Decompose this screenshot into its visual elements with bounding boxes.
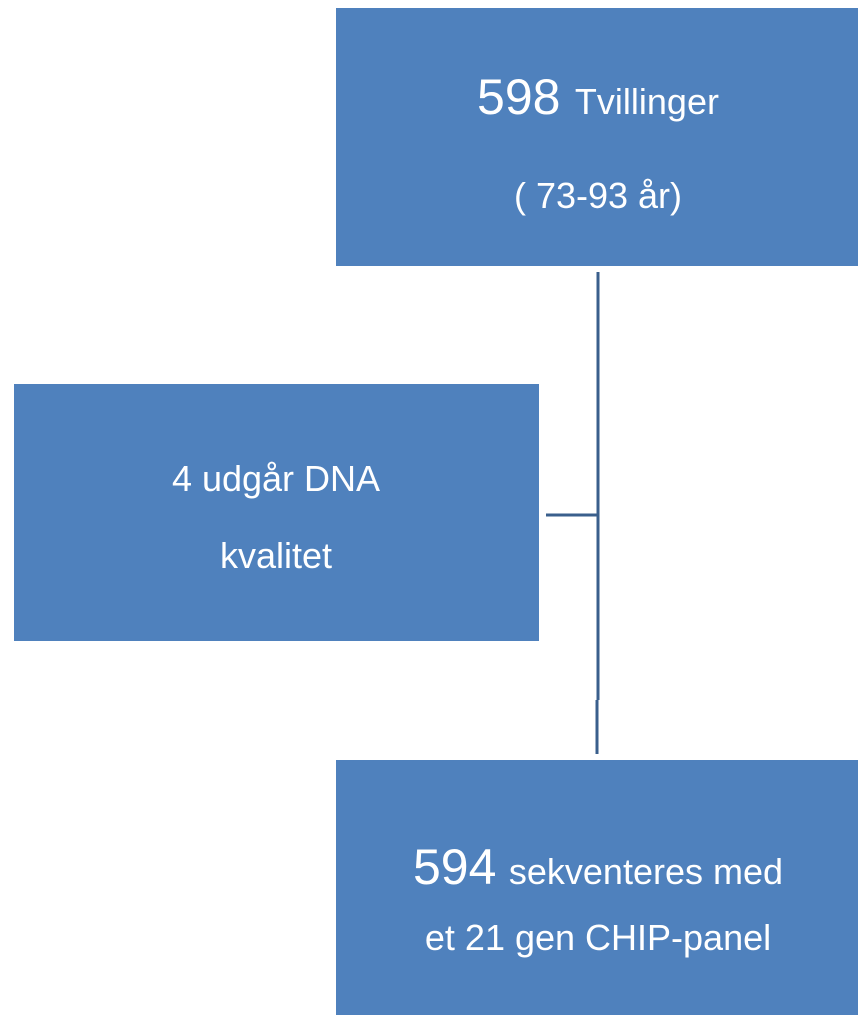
sequenced-sublabel: et 21 gen CHIP-panel (425, 917, 771, 958)
cohort-number: 598 (477, 69, 560, 125)
cohort-label: Tvillinger (575, 81, 719, 122)
box-cohort-heading: 598 Tvillinger (477, 69, 719, 125)
sequenced-number: 594 (413, 839, 496, 895)
excluded-line: kvalitet (220, 535, 332, 576)
box-excluded (14, 384, 539, 641)
box-sequenced (336, 760, 858, 1015)
excluded-line: 4 udgår DNA (172, 458, 380, 499)
cohort-age: ( 73-93 år) (514, 175, 682, 216)
box-cohort (336, 8, 858, 266)
sequenced-label: sekventeres med (509, 851, 783, 892)
box-sequenced-heading: 594 sekventeres med (413, 839, 783, 895)
